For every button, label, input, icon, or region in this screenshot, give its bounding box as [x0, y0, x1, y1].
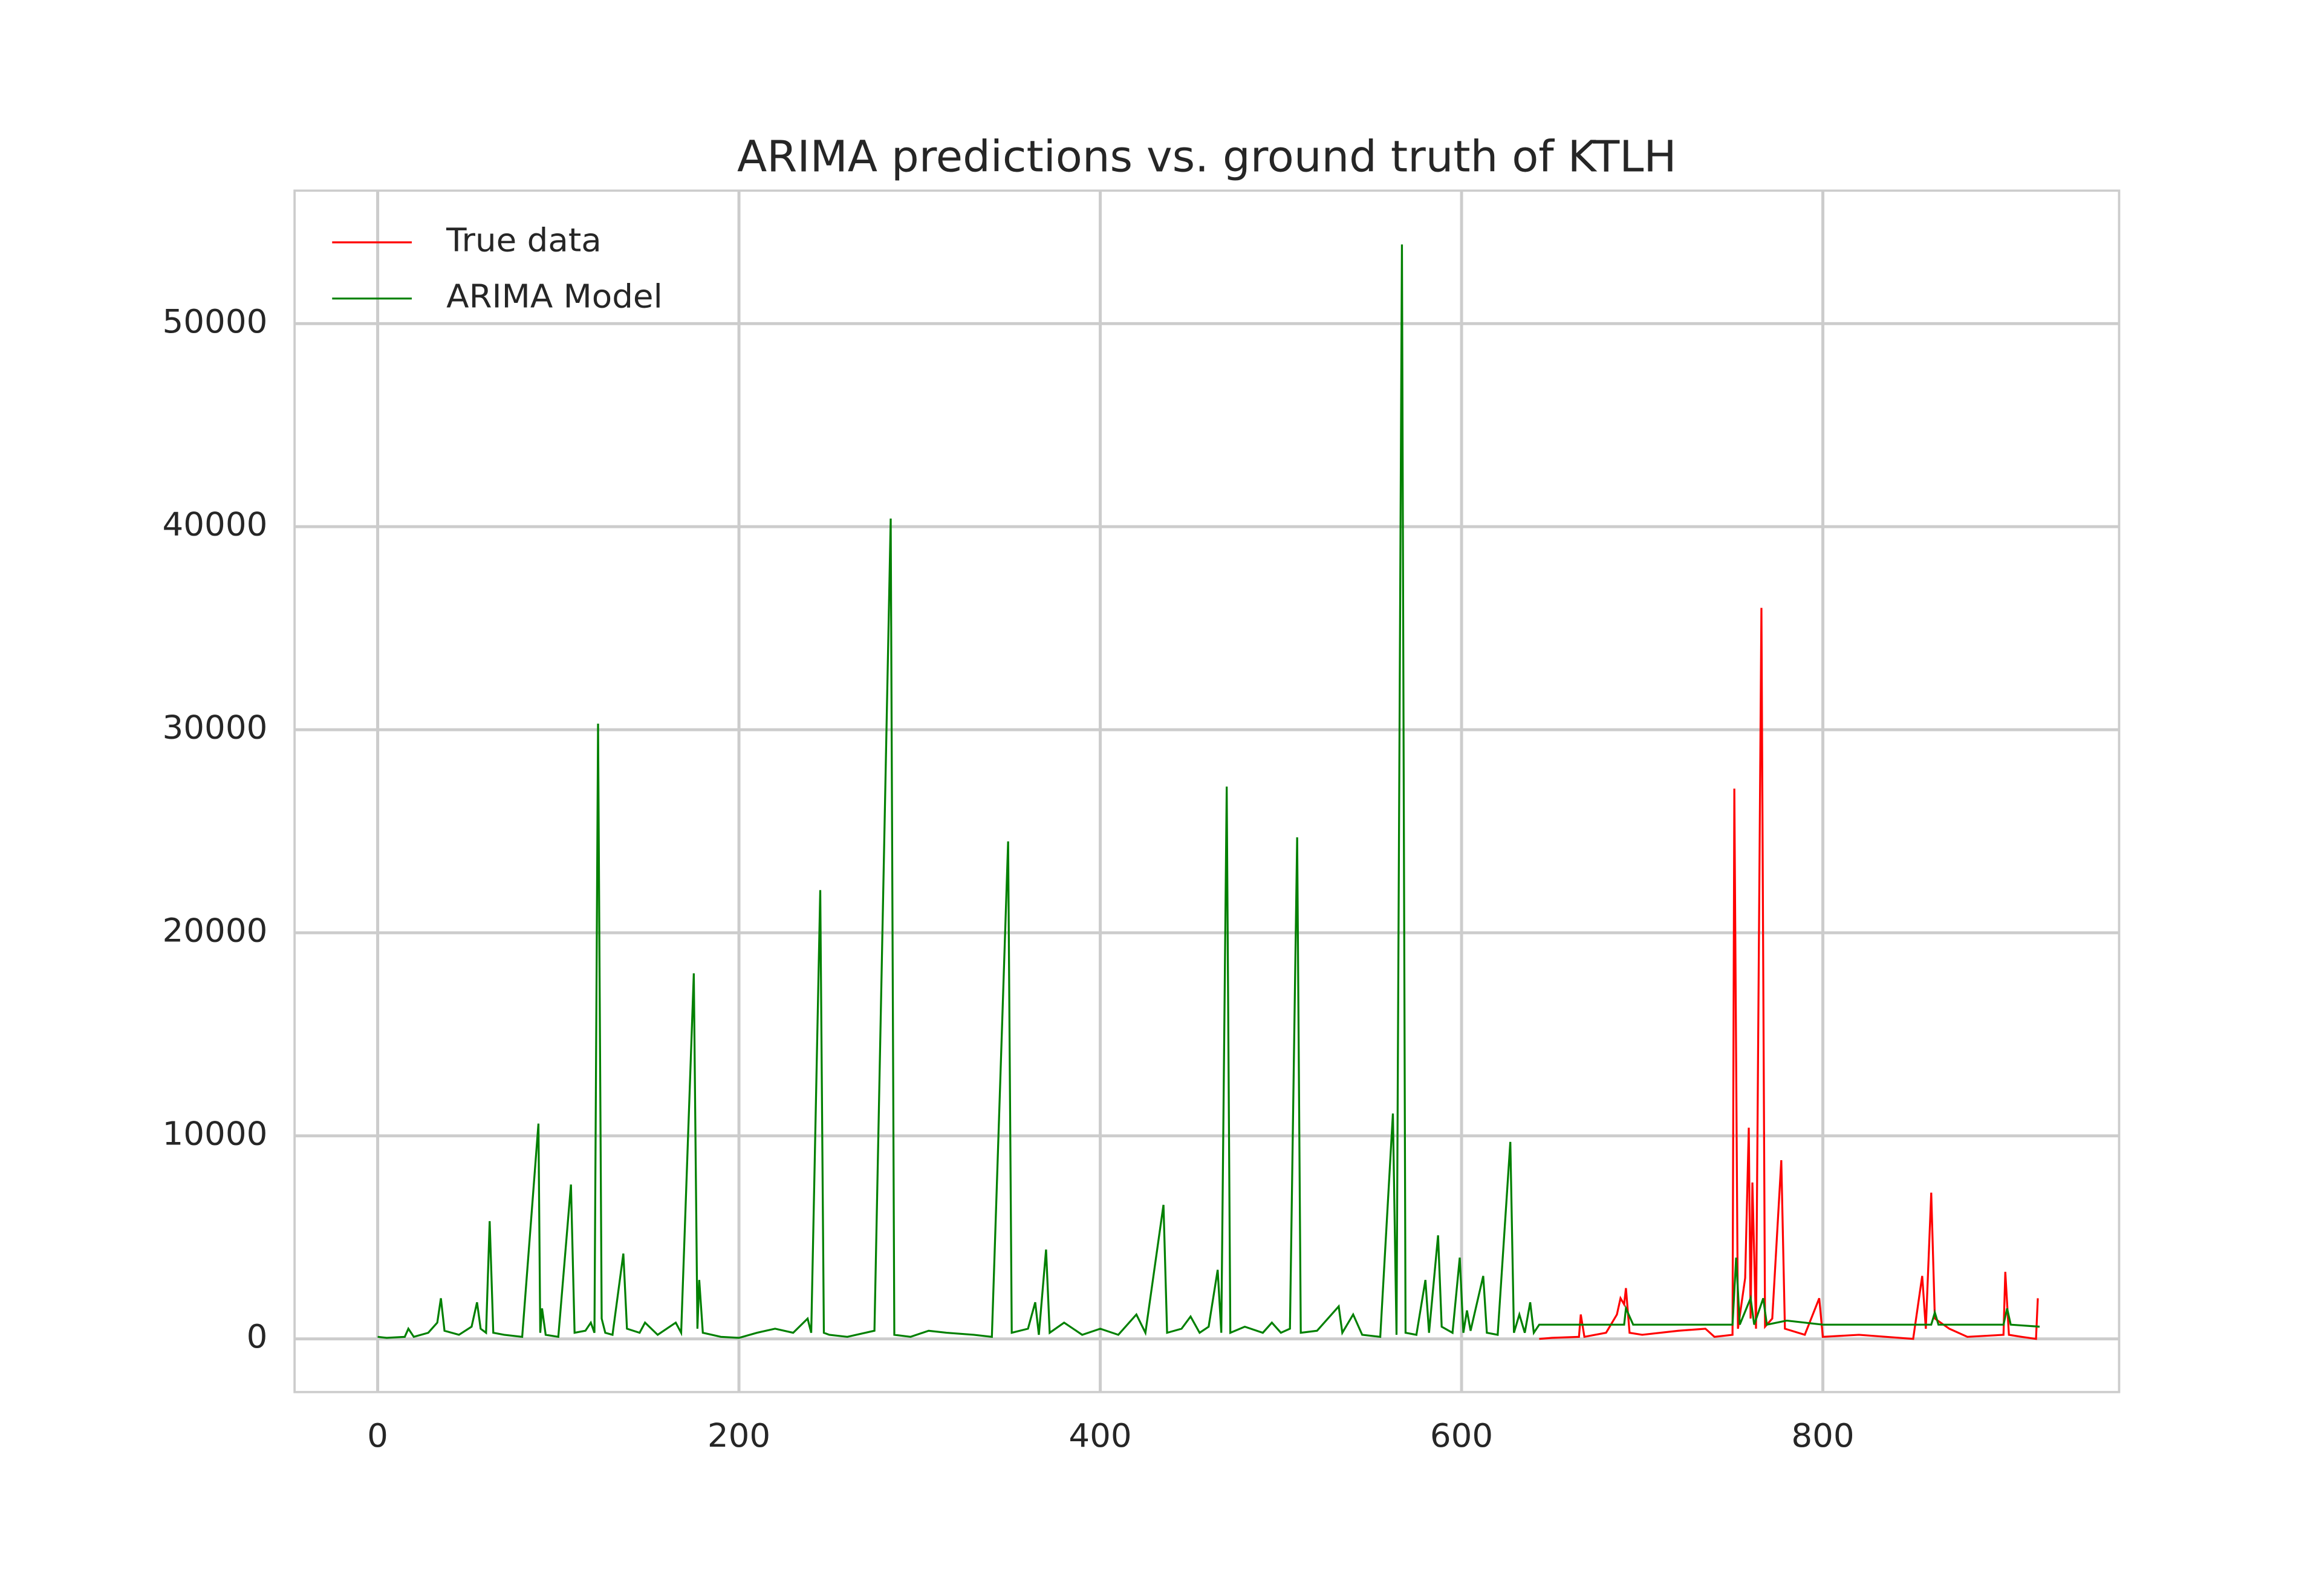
series-line [377, 244, 2040, 1339]
legend-label: ARIMA Model [446, 277, 663, 315]
chart-title: ARIMA predictions vs. ground truth of KT… [737, 132, 1677, 181]
y-tick-label: 30000 [162, 709, 267, 746]
x-tick-label: 600 [1430, 1416, 1493, 1454]
y-tick-label: 0 [247, 1318, 268, 1355]
x-tick-label: 0 [367, 1416, 388, 1454]
x-tick-label: 200 [707, 1416, 770, 1454]
x-tick-label: 400 [1068, 1416, 1131, 1454]
y-tick-label: 20000 [162, 912, 267, 949]
y-tick-label: 50000 [162, 302, 267, 340]
plot-frame [293, 189, 2121, 1393]
y-tick-label: 10000 [162, 1115, 267, 1152]
legend-label: True data [446, 221, 602, 259]
y-tick-label: 40000 [162, 505, 267, 543]
x-tick-label: 800 [1791, 1416, 1854, 1454]
